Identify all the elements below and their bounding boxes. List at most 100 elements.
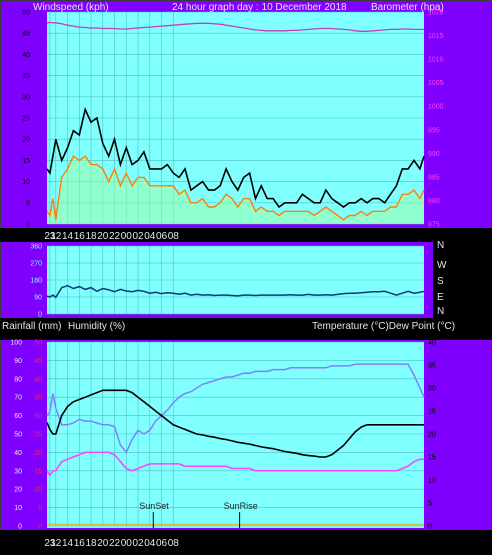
x-tick-label: 02 bbox=[132, 231, 144, 242]
compass-label: N bbox=[437, 306, 444, 317]
rainfall-tick-label: 45 bbox=[34, 358, 42, 365]
sunrise-label: SunRise bbox=[224, 501, 258, 511]
x-tick-label: 14 bbox=[62, 538, 74, 549]
x-tick-label: 06 bbox=[156, 538, 168, 549]
rainfall-tick-label: 0 bbox=[38, 524, 42, 531]
humidity-tick-label: 80 bbox=[14, 376, 22, 383]
wind-gust-line bbox=[46, 107, 425, 209]
barometer-tick-label: 980 bbox=[428, 198, 440, 205]
temp-right-axis: 0 5 10 15 20 25 30 35 40 bbox=[428, 340, 436, 531]
direction-tick-label: 270 bbox=[30, 261, 42, 268]
chart-title: 24 hour graph day : 10 December 2018 bbox=[172, 2, 347, 13]
windspeed-axis-title: Windspeed (kph) bbox=[33, 2, 109, 13]
dew-point-line bbox=[46, 451, 424, 477]
rainfall-tick-label: 25 bbox=[34, 432, 42, 439]
barometer-tick-label: 985 bbox=[428, 174, 440, 181]
direction-grid bbox=[47, 245, 424, 315]
x-tick-label: 08 bbox=[168, 231, 180, 242]
x-tick-label: 18 bbox=[85, 231, 97, 242]
x-tick-label: 16 bbox=[74, 538, 86, 549]
x-tick-label: 14 bbox=[62, 231, 74, 242]
separator-band bbox=[0, 228, 492, 242]
humidity-tick-label: 100 bbox=[10, 340, 22, 347]
wind-y-tick-label: 5 bbox=[26, 200, 30, 207]
humidity-tick-label: 90 bbox=[14, 358, 22, 365]
x-tick-label: 18 bbox=[85, 538, 97, 549]
rainfall-tick-label: 20 bbox=[34, 450, 42, 457]
temperature-axis-title: Temperature (°C)Dew Point (°C) bbox=[312, 321, 455, 332]
barometer-tick-label: 995 bbox=[428, 127, 440, 134]
wind-y-tick-label: 15 bbox=[22, 158, 30, 165]
wind-series bbox=[46, 21, 425, 224]
temp-plot-area bbox=[47, 342, 424, 528]
temperature-tick-label: 10 bbox=[428, 478, 436, 485]
rainfall-tick-label: 15 bbox=[34, 468, 42, 475]
rainfall-tick-label: 30 bbox=[34, 413, 42, 420]
bottom-band bbox=[0, 530, 492, 555]
wind-direction-line bbox=[46, 284, 425, 299]
temperature-tick-label: 25 bbox=[428, 409, 436, 416]
compass-label: W bbox=[437, 260, 447, 271]
wind-y-tick-label: 40 bbox=[22, 52, 30, 59]
barometer-tick-label: 975 bbox=[428, 222, 440, 229]
temperature-tick-label: 15 bbox=[428, 455, 436, 462]
humidity-tick-label: 20 bbox=[14, 487, 22, 494]
humidity-tick-label: 0 bbox=[18, 524, 22, 531]
direction-tick-label: 180 bbox=[30, 278, 42, 285]
compass-label: S bbox=[437, 276, 444, 287]
temperature-tick-label: 35 bbox=[428, 363, 436, 370]
temperature-tick-label: 5 bbox=[428, 501, 432, 508]
temp-series bbox=[46, 363, 425, 526]
x-tick-label: 06 bbox=[156, 231, 168, 242]
wind-y-tick-label: 50 bbox=[22, 10, 30, 17]
x-tick-label: 12 bbox=[50, 538, 62, 549]
rainfall-tick-label: 35 bbox=[34, 395, 42, 402]
sunset-label: SunSet bbox=[139, 501, 169, 511]
compass-band bbox=[433, 242, 492, 318]
barometer-axis-title: Barometer (hpa) bbox=[371, 2, 444, 13]
barometer-tick-label: 1000 bbox=[428, 104, 444, 111]
humidity-tick-label: 50 bbox=[14, 432, 22, 439]
wind-y-tick-label: 10 bbox=[22, 179, 30, 186]
wind-y-tick-label: 35 bbox=[22, 73, 30, 80]
barometer-tick-label: 1020 bbox=[428, 10, 444, 17]
mid-header-band bbox=[0, 318, 492, 340]
temperature-tick-label: 40 bbox=[428, 340, 436, 347]
rainfall-axis-title: Rainfall (mm) bbox=[2, 321, 61, 332]
temperature-tick-label: 20 bbox=[428, 432, 436, 439]
rainfall-tick-label: 10 bbox=[34, 487, 42, 494]
humidity-line bbox=[46, 363, 425, 454]
barometer-tick-label: 1005 bbox=[428, 80, 444, 87]
barometer-y-axis: 975 980 985 990 995 1000 1005 1010 1015 1020 bbox=[428, 10, 444, 229]
x-tick-label: 23 bbox=[44, 231, 56, 242]
humidity-tick-label: 60 bbox=[14, 413, 22, 420]
direction-tick-label: 0 bbox=[38, 312, 42, 319]
x-tick-label: 22 bbox=[109, 538, 121, 549]
humidity-tick-label: 70 bbox=[14, 395, 22, 402]
barometer-tick-label: 990 bbox=[428, 151, 440, 158]
x-tick-label: 22 bbox=[109, 231, 121, 242]
wind-y-tick-label: 20 bbox=[22, 137, 30, 144]
compass-label: N bbox=[437, 240, 444, 251]
wind-average-area bbox=[47, 156, 424, 224]
wind-y-tick-label: 25 bbox=[22, 116, 30, 123]
barometer-line bbox=[46, 21, 424, 32]
rainfall-tick-label: 5 bbox=[38, 505, 42, 512]
humidity-tick-label: 40 bbox=[14, 450, 22, 457]
temp-grid bbox=[47, 341, 424, 527]
rainfall-tick-label: 50 bbox=[34, 340, 42, 347]
temperature-tick-label: 30 bbox=[428, 386, 436, 393]
x-tick-label: 00 bbox=[121, 231, 133, 242]
x-tick-label: 08 bbox=[168, 538, 180, 549]
temperature-tick-label: 0 bbox=[428, 524, 432, 531]
humidity-tick-label: 30 bbox=[14, 468, 22, 475]
direction-series bbox=[46, 284, 425, 299]
barometer-tick-label: 1010 bbox=[428, 57, 444, 64]
rainfall-tick-label: 40 bbox=[34, 376, 42, 383]
barometer-tick-label: 1015 bbox=[428, 33, 444, 40]
wind-y-tick-label: 30 bbox=[22, 94, 30, 101]
direction-tick-label: 360 bbox=[30, 244, 42, 251]
